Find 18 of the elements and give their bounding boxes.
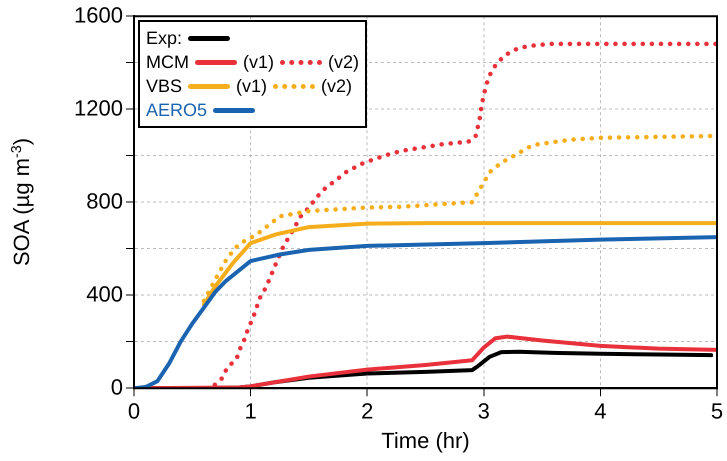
x-tick-label: 4 xyxy=(594,398,607,424)
y-tick-label: 400 xyxy=(86,281,123,306)
text: AERO5 xyxy=(146,99,208,122)
x-axis-title: Time (hr) xyxy=(381,428,470,453)
x-tick-label: 5 xyxy=(710,398,724,424)
y-tick-label: 0 xyxy=(110,374,123,400)
y-tick-label: 1200 xyxy=(74,95,123,120)
text: VBS (v1) xyxy=(146,76,268,96)
y-tick-label: 1600 xyxy=(74,2,123,28)
y-tick-label: 800 xyxy=(86,188,123,214)
x-tick-label: 1 xyxy=(244,398,257,424)
legend-label: (v2) xyxy=(328,51,359,74)
text: Exp: xyxy=(146,27,182,50)
legend-label: (v2) xyxy=(321,75,352,98)
x-tick-label: 3 xyxy=(478,398,490,424)
text: MCM (v1) xyxy=(146,52,274,72)
x-tick-label: 0 xyxy=(128,398,140,424)
x-tick-label: 2 xyxy=(361,398,374,424)
